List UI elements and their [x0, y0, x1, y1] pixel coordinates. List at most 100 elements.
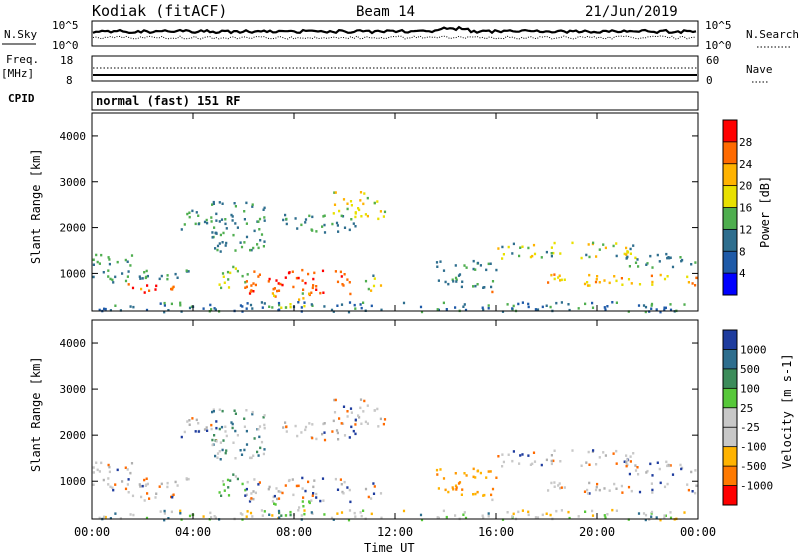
velocity-cell [179, 509, 182, 513]
power-cell [256, 243, 259, 246]
velocity-cell [595, 463, 598, 466]
colorbar-segment [723, 349, 737, 370]
power-cell [146, 274, 149, 278]
velocity-cell [297, 509, 300, 512]
velocity-cell [313, 479, 316, 482]
velocity-cell [487, 515, 490, 518]
power-cell [129, 264, 132, 267]
power-cell [549, 305, 552, 309]
velocity-cell [304, 428, 307, 432]
power-cell [340, 303, 344, 306]
power-cell [338, 209, 341, 213]
velocity-cell [259, 446, 262, 450]
velocity-cell [518, 462, 521, 465]
colorbar-tick-label: 500 [740, 363, 760, 376]
velocity-cell [626, 463, 629, 466]
velocity-cell [659, 481, 662, 485]
velocity-cell [240, 453, 244, 456]
velocity-cell [364, 420, 367, 424]
power-cell [319, 291, 322, 295]
power-cell [346, 202, 349, 205]
power-cell [225, 241, 228, 245]
velocity-cell [215, 420, 218, 423]
velocity-cell [506, 511, 509, 514]
power-cell [364, 213, 367, 216]
velocity-cell [301, 476, 304, 480]
velocity-cell [445, 515, 448, 519]
y-tick-label: 4000 [60, 130, 87, 143]
velocity-cell [323, 422, 326, 425]
velocity-cell [463, 511, 466, 514]
freq-tick-bottom: 8 [66, 74, 73, 87]
power-cell [550, 252, 553, 255]
velocity-cell [96, 468, 99, 472]
power-cell [300, 223, 303, 227]
power-cell [442, 269, 446, 272]
power-cell [651, 266, 654, 269]
velocity-cell [92, 471, 95, 474]
power-cell [214, 308, 217, 311]
station-title: Kodiak (fitACF) [92, 2, 227, 20]
velocity-cell [650, 482, 653, 485]
power-cell [322, 291, 325, 294]
velocity-cell [331, 430, 334, 433]
velocity-cell [257, 454, 260, 457]
power-cell [553, 241, 556, 245]
velocity-cell [186, 420, 189, 423]
power-cell [511, 307, 514, 310]
velocity-cell [277, 490, 280, 493]
velocity-cell [527, 513, 530, 517]
velocity-cell [372, 482, 375, 485]
velocity-cell [92, 466, 95, 469]
velocity-cell [251, 410, 254, 414]
velocity-cell [140, 495, 143, 499]
power-cell [603, 279, 606, 282]
velocity-cell [336, 512, 339, 515]
freq-unit: [MHz] [1, 67, 34, 80]
power-cell [114, 304, 117, 307]
velocity-cell [281, 491, 284, 495]
velocity-cell [310, 499, 313, 502]
power-cell [158, 277, 161, 281]
velocity-cell [284, 514, 287, 517]
velocity-cell [102, 478, 105, 482]
power-cell [665, 252, 668, 256]
velocity-cell [455, 488, 458, 491]
velocity-cell [298, 506, 301, 509]
nsky-label: N.Sky [4, 28, 37, 41]
power-cell [220, 286, 223, 290]
power-cell [553, 273, 556, 276]
power-cell [690, 263, 693, 266]
velocity-cell [348, 488, 351, 492]
velocity-cell [245, 443, 249, 446]
velocity-cell [319, 499, 322, 503]
power-cell [349, 200, 353, 203]
velocity-cell [363, 399, 366, 403]
power-cell [436, 265, 439, 268]
power-cell [659, 273, 662, 277]
power-cell [435, 261, 439, 264]
velocity-cell [695, 484, 698, 487]
velocity-cell [271, 514, 274, 517]
velocity-cell [587, 450, 590, 454]
power-cell [263, 302, 266, 305]
power-cell [126, 275, 129, 278]
power-cell [373, 201, 376, 205]
power-cell [246, 273, 249, 276]
power-cell [300, 306, 303, 309]
power-cell [130, 254, 134, 257]
velocity-colorbar: 1000 500 100 25 -25 -100 -500 -1000 [722, 329, 773, 506]
velocity-cell [126, 483, 129, 486]
velocity-cell [352, 429, 355, 433]
velocity-cell [588, 481, 591, 485]
power-cell [357, 207, 360, 210]
power-cell [627, 310, 630, 313]
power-cell [176, 276, 179, 279]
power-cell [241, 305, 244, 308]
velocity-cell [465, 474, 468, 477]
power-cell [461, 280, 464, 283]
velocity-cell [658, 467, 661, 471]
velocity-cell [158, 485, 161, 488]
colorbar-segment [723, 273, 737, 296]
velocity-cell [273, 502, 276, 505]
